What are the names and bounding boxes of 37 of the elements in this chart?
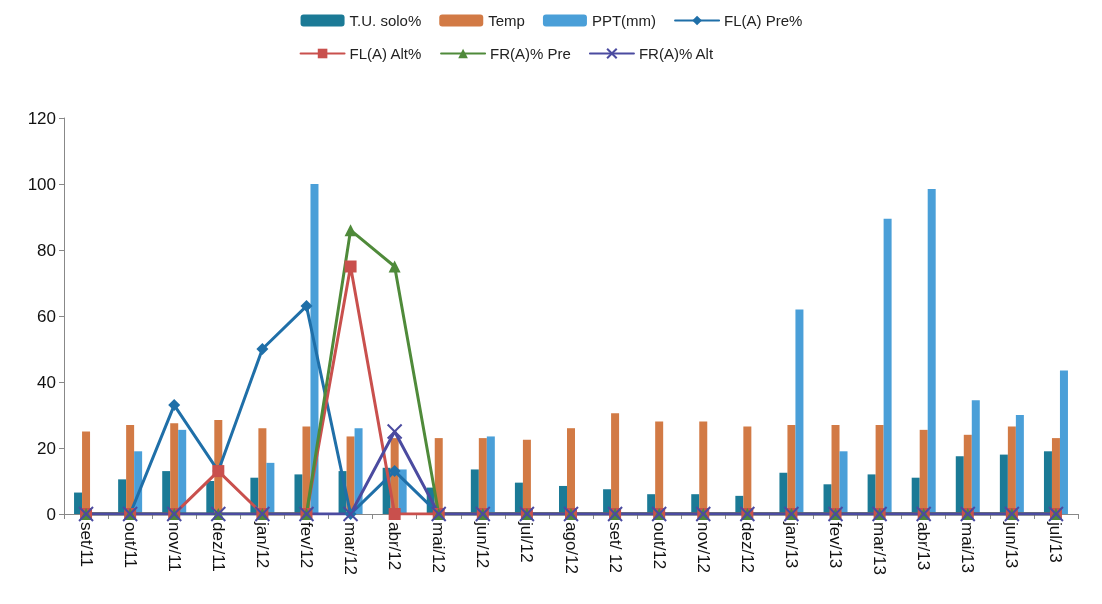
x-tick-label: abr/13 [914, 522, 934, 571]
legend-label: FL(A) Alt% [349, 45, 422, 62]
x-tick-label: jul/12 [517, 521, 537, 563]
y-tick-label: 120 [27, 108, 56, 128]
legend-label: FL(A) Pre% [724, 12, 803, 29]
x-tick-label: jan/13 [781, 521, 801, 569]
x-tick-label: nov/12 [693, 522, 713, 574]
x-tick-label: jun/13 [1002, 521, 1022, 569]
x-tick-label: jul/13 [1046, 521, 1066, 563]
x-tick-label: out/11 [120, 522, 140, 569]
x-tick-label: nov/11 [164, 522, 184, 572]
x-tick-label: jan/12 [252, 521, 272, 569]
y-tick-label: 40 [37, 372, 56, 392]
x-tick-label: out/12 [649, 522, 669, 570]
legend-label: FR(A)% Pre [490, 45, 571, 62]
x-tick-label: mai/13 [958, 522, 978, 574]
x-tick-label: fev/13 [826, 522, 846, 569]
x-tick-label: mai/12 [429, 522, 449, 574]
x-tick-label: abr/12 [385, 522, 405, 571]
x-tick-label: mar/12 [341, 522, 361, 575]
legend-label: FR(A)% Alt [638, 45, 714, 62]
x-tick-label: dez/11 [208, 522, 228, 572]
y-tick-label: 0 [46, 504, 56, 524]
x-tick-label: ago/12 [561, 522, 581, 574]
y-tick-label: 80 [37, 240, 56, 260]
x-tick-label: fev/12 [296, 522, 316, 569]
legend-label: PPT(mm) [591, 12, 657, 29]
legend-label: Temp [488, 12, 525, 29]
x-tick-label: set/11 [76, 522, 96, 568]
x-tick-label: dez/12 [737, 522, 757, 574]
x-tick-label: mar/13 [870, 522, 890, 575]
y-tick-label: 20 [37, 438, 56, 458]
x-tick-label: set/ 12 [605, 522, 625, 574]
legend-label: T.U. solo% [349, 12, 422, 29]
y-tick-label: 100 [27, 174, 56, 194]
y-tick-label: 60 [37, 306, 56, 326]
x-tick-label: jun/12 [473, 521, 493, 569]
